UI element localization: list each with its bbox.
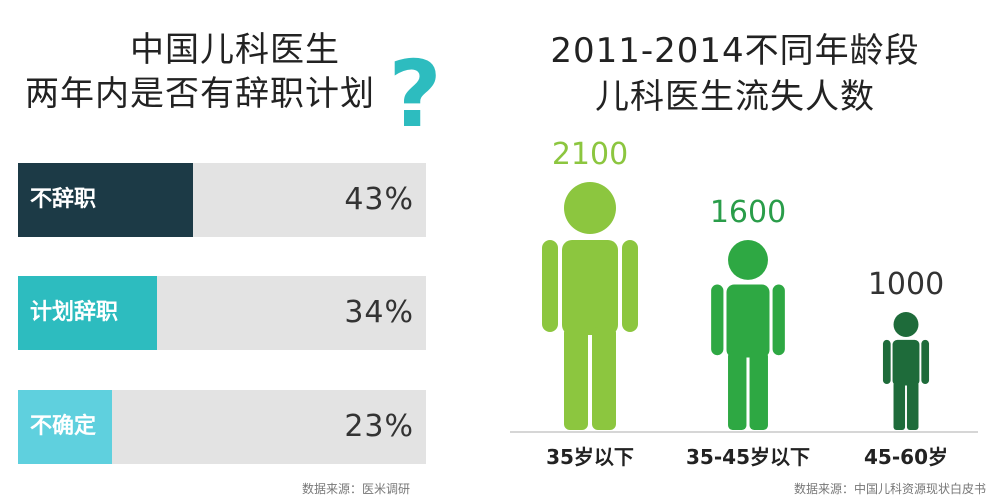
person-head (728, 239, 768, 280)
category-label: 35-45岁以下 (686, 445, 810, 469)
person-head (893, 312, 919, 337)
person-leg-left (564, 327, 588, 430)
bar-row: 不辞职 43% (18, 163, 426, 237)
person-arm-right (921, 339, 930, 384)
value-label: 1000 (868, 267, 944, 302)
person-arm-left (542, 240, 558, 332)
pictograph-chart: 2100 35岁以下 1600 35-45岁以下 1000 45-60岁 (510, 137, 978, 469)
question-mark-icon: ? (388, 48, 441, 138)
person-leg-right (749, 351, 768, 430)
person-figure (882, 312, 930, 430)
right-title-line2: 儿科医生流失人数 (595, 77, 875, 117)
person-torso (726, 284, 770, 358)
person-leg-left (893, 381, 906, 430)
left-source-note: 数据来源：医米调研 (301, 482, 410, 496)
bar-value-label: 23% (344, 409, 414, 444)
bar-fill (18, 163, 194, 237)
person-figure (711, 239, 785, 430)
value-label: 1600 (710, 195, 786, 230)
category-label: 45-60岁 (864, 445, 948, 469)
left-title-line2: 两年内是否有辞职计划 (25, 74, 375, 114)
person-figure (542, 182, 638, 430)
person-arm-right (622, 240, 638, 332)
person-arm-right (772, 284, 785, 356)
bar-row: 计划辞职 34% (18, 276, 426, 350)
category-label: 35岁以下 (546, 445, 634, 469)
value-label: 2100 (552, 137, 628, 172)
right-chart-title: 2011-2014不同年龄段 儿科医生流失人数 (470, 28, 1000, 120)
person-leg-right (906, 381, 919, 430)
person-arm-left (882, 339, 891, 384)
bar-value-label: 43% (344, 182, 414, 217)
person-torso (562, 240, 618, 335)
bar-fill (18, 390, 112, 464)
person-leg-left (728, 351, 747, 430)
bar-fill (18, 276, 157, 350)
doctor-loss-panel: 2011-2014不同年龄段 儿科医生流失人数 2100 35岁以下 1600 35-… (470, 0, 1000, 503)
left-chart-title: 中国儿科医生 两年内是否有辞职计划 (0, 28, 470, 116)
bar-category-label: 不辞职 (30, 187, 97, 212)
left-title-line1: 中国儿科医生 (130, 30, 340, 70)
right-source-note: 数据来源：中国儿科资源现状白皮书 (793, 482, 986, 496)
bar-row: 不确定 23% (18, 390, 426, 464)
person-arm-left (711, 284, 724, 356)
bar-value-label: 34% (344, 295, 414, 330)
person-leg-right (592, 327, 616, 430)
resignation-plan-panel: 中国儿科医生 两年内是否有辞职计划 ? 不辞职 43% 计划辞职 34% 不确定 23% … (0, 0, 470, 503)
question-mark-glyph: ? (388, 48, 441, 138)
bar-category-label: 计划辞职 (30, 300, 119, 325)
right-title-line1: 2011-2014不同年龄段 (550, 31, 920, 71)
person-head (564, 182, 616, 234)
bar-category-label: 不确定 (30, 414, 97, 439)
person-torso (892, 339, 920, 386)
